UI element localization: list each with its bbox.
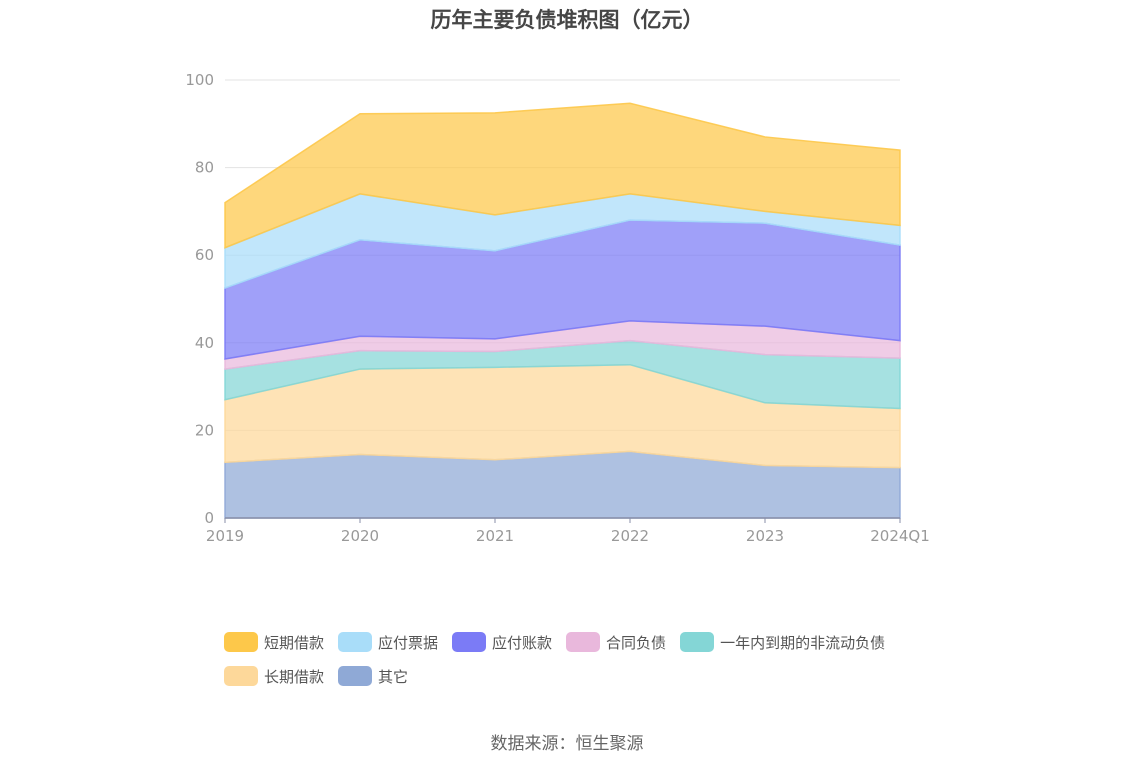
area-series	[224, 102, 901, 519]
legend-swatch	[566, 632, 601, 652]
legend-swatch	[224, 666, 258, 686]
x-tick-label: 2022	[611, 527, 649, 545]
y-tick-label: 60	[195, 246, 214, 264]
x-tick-label: 2020	[341, 527, 379, 545]
stacked-area-chart: 0 20 40 60 80 100 2019 2020 2021 2022 2023 2024Q1	[185, 71, 929, 545]
legend-item-长期借款[interactable]: 长期借款	[224, 664, 324, 688]
legend: 短期借款 应付票据 应付账款 合同负债 一年内到期的非流动负债长期借款 其它	[224, 630, 944, 688]
x-tick-label: 2021	[476, 527, 514, 545]
x-tick-label: 2019	[206, 527, 244, 545]
legend-item-应付票据[interactable]: 应付票据	[338, 630, 438, 654]
legend-swatch	[224, 632, 258, 652]
x-tick-label: 2024Q1	[870, 527, 930, 545]
legend-swatch	[338, 666, 373, 686]
legend-swatch	[452, 632, 487, 652]
y-tick-label: 0	[204, 509, 214, 527]
y-tick-label: 20	[195, 421, 214, 439]
legend-swatch	[680, 632, 715, 652]
legend-item-一年内到期的非流动负债[interactable]: 一年内到期的非流动负债	[680, 630, 885, 654]
legend-label: 其它	[378, 667, 409, 686]
legend-swatch	[338, 632, 373, 652]
y-tick-label: 80	[195, 159, 214, 177]
axes: 0 20 40 60 80 100 2019 2020 2021 2022 2023 2024Q1	[185, 71, 929, 545]
chart-title: 历年主要负债堆积图（亿元）	[430, 8, 704, 32]
y-tick-label: 100	[185, 71, 214, 89]
legend-label: 应付票据	[378, 633, 439, 652]
legend-item-短期借款[interactable]: 短期借款	[224, 630, 324, 654]
legend-label: 长期借款	[264, 667, 325, 686]
legend-label: 一年内到期的非流动负债	[720, 633, 886, 652]
x-tick-label: 2023	[746, 527, 784, 545]
legend-item-应付账款[interactable]: 应付账款	[452, 630, 552, 654]
y-tick-label: 40	[195, 334, 214, 352]
legend-label: 短期借款	[264, 633, 325, 652]
area-短期借款[interactable]	[224, 102, 901, 249]
data-source: 数据来源：恒生聚源	[490, 734, 644, 754]
legend-item-合同负债[interactable]: 合同负债	[566, 630, 666, 654]
legend-item-其它[interactable]: 其它	[338, 664, 408, 688]
legend-label: 应付账款	[492, 633, 553, 652]
legend-label: 合同负债	[606, 633, 667, 652]
